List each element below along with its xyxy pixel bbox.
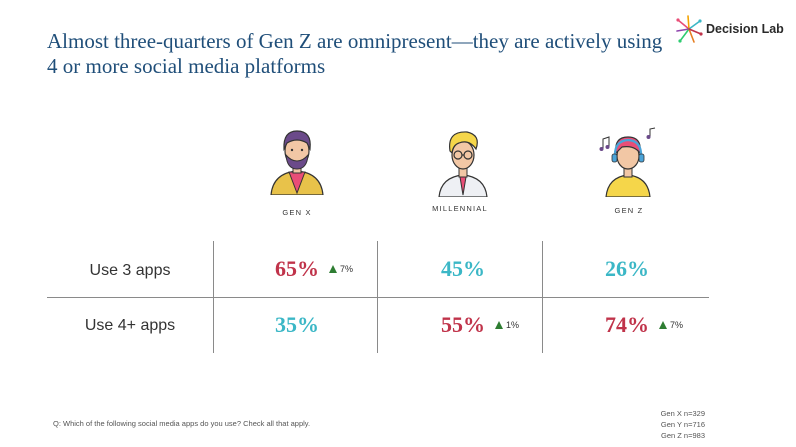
table-cell: 74% 7% (605, 312, 683, 338)
table-cell: 35% (275, 312, 319, 338)
change-value: 1% (506, 320, 520, 330)
sample-size-gen-y: Gen Y n=716 (660, 420, 705, 429)
percent-value: 26% (605, 256, 649, 281)
up-arrow-icon (495, 321, 503, 329)
sample-size-gen-x: Gen X n=329 (660, 409, 705, 418)
column-header-millennial: MILLENNIAL (432, 204, 488, 213)
table-cell: 65% 7% (275, 256, 353, 282)
percent-value: 35% (275, 312, 319, 337)
gen-x-avatar-icon (270, 130, 324, 195)
decision-lab-logo-icon (676, 15, 703, 43)
change-value: 7% (670, 320, 684, 330)
slide-title: Almost three-quarters of Gen Z are omnip… (47, 29, 663, 78)
brand-name: Decision Lab (706, 22, 784, 36)
brand-logo: Decision Lab (674, 14, 784, 44)
table-cell: 55% 1% (441, 312, 519, 338)
survey-question-footnote: Q: Which of the following social media a… (53, 419, 311, 428)
change-indicator: 7% (659, 320, 683, 330)
table-divider-horizontal (47, 297, 709, 298)
column-header-gen-z: GEN Z (614, 206, 644, 215)
table-cell: 45% (441, 256, 485, 282)
change-indicator: 7% (329, 264, 353, 274)
table-cell: 26% (605, 256, 649, 282)
change-indicator: 1% (495, 320, 519, 330)
row-label-use-4-plus-apps: Use 4+ apps (84, 317, 176, 334)
percent-value: 65% (275, 256, 319, 281)
sample-size-gen-z: Gen Z n=983 (661, 431, 705, 440)
millennial-avatar-icon (438, 131, 488, 197)
row-label-use-3-apps: Use 3 apps (89, 262, 171, 279)
change-value: 7% (340, 264, 354, 274)
percent-value: 74% (605, 312, 649, 337)
percent-value: 55% (441, 312, 485, 337)
percent-value: 45% (441, 256, 485, 281)
up-arrow-icon (659, 321, 667, 329)
column-header-gen-x: GEN X (282, 208, 312, 217)
gen-z-avatar-icon (599, 127, 656, 197)
up-arrow-icon (329, 265, 337, 273)
